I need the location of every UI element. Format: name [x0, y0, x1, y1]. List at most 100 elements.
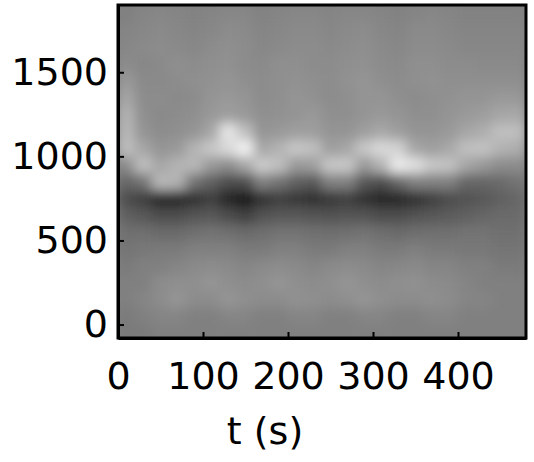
heatmap-cell: [509, 274, 527, 292]
heatmap-cell: [492, 55, 510, 73]
heatmap-cell: [390, 105, 408, 123]
heatmap-cell: [339, 38, 357, 56]
heatmap-cell: [152, 206, 170, 224]
heatmap-cell: [186, 190, 204, 208]
heatmap-cell: [237, 307, 255, 325]
heatmap-cell: [288, 223, 306, 241]
heatmap-cell: [288, 105, 306, 123]
heatmap-cell: [509, 72, 527, 90]
heatmap-cell: [339, 21, 357, 39]
heatmap-cell: [458, 190, 476, 208]
heatmap-cell: [305, 240, 323, 258]
heatmap-cell: [509, 257, 527, 275]
heatmap-cell: [339, 105, 357, 123]
heatmap-cell: [322, 257, 340, 275]
heatmap-cell: [373, 223, 391, 241]
heatmap-cell: [424, 5, 442, 22]
heatmap-cell: [152, 5, 170, 22]
heatmap-cell: [356, 105, 374, 123]
heatmap-cell: [186, 21, 204, 39]
heatmap-cell: [186, 105, 204, 123]
heatmap-cell: [220, 206, 238, 224]
heatmap-cell: [509, 105, 527, 123]
heatmap-cell: [322, 290, 340, 308]
heatmap-cell: [475, 72, 493, 90]
heatmap-cell: [441, 5, 459, 22]
heatmap-cell: [237, 290, 255, 308]
heatmap-cell: [509, 21, 527, 39]
heatmap-cell: [118, 190, 136, 208]
heatmap-cell: [356, 206, 374, 224]
heatmap-cell: [492, 206, 510, 224]
heatmap-cell: [492, 240, 510, 258]
heatmap-cell: [220, 89, 238, 107]
heatmap-cell: [509, 223, 527, 241]
heatmap-cell: [390, 290, 408, 308]
heatmap-cell: [492, 290, 510, 308]
heatmap-cell: [441, 38, 459, 56]
heatmap-cell: [373, 38, 391, 56]
heatmap-cell: [203, 105, 221, 123]
heatmap-cell: [356, 89, 374, 107]
heatmap-cell: [407, 72, 425, 90]
heatmap-cell: [305, 89, 323, 107]
heatmap-cell: [492, 190, 510, 208]
heatmap-cell: [220, 156, 238, 174]
heatmap-cell: [509, 307, 527, 325]
heatmap-cell: [288, 190, 306, 208]
heatmap-cell: [475, 257, 493, 275]
heatmap-cell: [441, 173, 459, 191]
heatmap-cell: [390, 38, 408, 56]
heatmap-cell: [118, 139, 136, 157]
heatmap-cell: [424, 190, 442, 208]
heatmap-cell: [322, 89, 340, 107]
heatmap-cell: [475, 89, 493, 107]
heatmap-cell: [356, 122, 374, 140]
heatmap-cell: [135, 5, 153, 22]
heatmap-cell: [152, 156, 170, 174]
heatmap-cell: [271, 156, 289, 174]
heatmap-cell: [237, 122, 255, 140]
heatmap-cell: [169, 240, 187, 258]
heatmap-cell: [322, 206, 340, 224]
heatmap-cell: [475, 21, 493, 39]
heatmap-cell: [373, 274, 391, 292]
heatmap-cell: [390, 72, 408, 90]
heatmap-cell: [118, 173, 136, 191]
heatmap-cell: [424, 21, 442, 39]
heatmap-cell: [458, 240, 476, 258]
heatmap-cell: [288, 72, 306, 90]
heatmap-cell: [169, 21, 187, 39]
heatmap-cell: [339, 89, 357, 107]
heatmap-cells: [118, 5, 526, 338]
heatmap-cell: [356, 55, 374, 73]
heatmap-cell: [271, 206, 289, 224]
heatmap-cell: [390, 274, 408, 292]
tick-label: 1500: [11, 50, 108, 94]
heatmap-cell: [339, 5, 357, 22]
tick-label: 400: [422, 354, 495, 398]
heatmap-cell: [271, 105, 289, 123]
heatmap-cell: [322, 240, 340, 258]
heatmap-cell: [441, 223, 459, 241]
heatmap-cell: [237, 173, 255, 191]
heatmap-cell: [288, 290, 306, 308]
heatmap-cell: [135, 223, 153, 241]
heatmap-cell: [254, 139, 272, 157]
heatmap-cell: [356, 257, 374, 275]
heatmap-cell: [118, 274, 136, 292]
heatmap-cell: [220, 307, 238, 325]
heatmap-cell: [271, 38, 289, 56]
heatmap-cell: [356, 72, 374, 90]
heatmap-cell: [441, 274, 459, 292]
heatmap-cell: [254, 21, 272, 39]
heatmap-cell: [390, 55, 408, 73]
heatmap-cell: [271, 173, 289, 191]
heatmap-cell: [407, 21, 425, 39]
heatmap-cell: [169, 190, 187, 208]
heatmap-cell: [509, 324, 527, 338]
heatmap-cell: [203, 5, 221, 22]
heatmap-cell: [118, 206, 136, 224]
heatmap-cell: [135, 324, 153, 338]
heatmap-cell: [288, 156, 306, 174]
